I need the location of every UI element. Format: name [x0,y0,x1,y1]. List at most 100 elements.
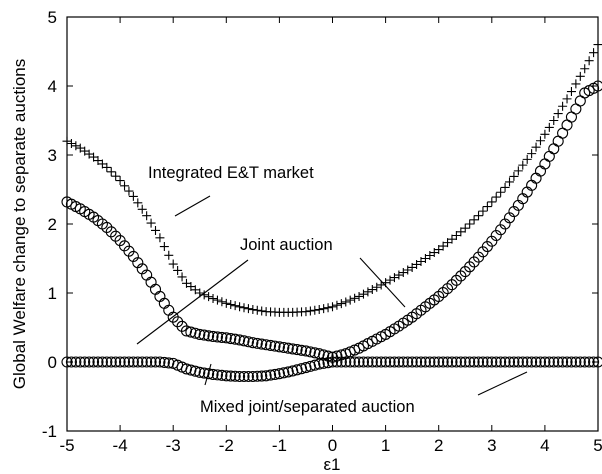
plus-marker [509,171,519,181]
circle-marker [380,356,392,368]
circle-marker [433,290,445,303]
circle-marker [557,356,569,368]
plus-marker [151,225,160,235]
circle-marker [477,356,489,368]
annotation-joint-auction: Joint auction [240,236,333,254]
plus-marker [513,166,523,176]
circle-marker [508,356,520,368]
circle-marker [264,339,277,351]
circle-marker [145,276,157,288]
plus-marker [204,292,214,302]
x-tick-label: 0 [328,436,337,455]
plus-marker [66,139,76,148]
circle-marker [123,356,135,368]
x-tick-label: -2 [219,436,234,455]
circle-marker [88,356,100,368]
circle-marker [335,356,347,368]
circle-marker [309,347,321,359]
plus-marker [142,211,152,221]
circle-marker [433,356,445,368]
circle-marker [468,356,480,368]
circle-marker [198,367,210,379]
circle-marker [388,356,401,368]
plus-marker [239,303,249,313]
plus-marker [248,305,258,315]
circle-marker [207,330,219,343]
circle-marker [194,366,206,378]
circle-marker [517,356,529,368]
plus-marker [332,300,342,310]
plus-marker [106,167,116,177]
plus-marker [531,142,541,152]
circle-marker [110,356,122,368]
circle-marker [96,356,108,368]
circle-marker [437,286,449,299]
circle-marker [291,344,303,356]
circle-marker [309,359,321,371]
plus-marker [482,202,492,212]
circle-marker [393,356,405,368]
circle-marker [543,356,555,368]
plus-marker [314,305,324,315]
plus-marker [575,71,585,81]
circle-marker [455,356,467,368]
x-tick-label: 3 [487,436,496,455]
circle-marker [163,304,175,316]
circle-marker [402,356,414,368]
plus-marker [341,297,351,307]
plus-marker [111,171,121,181]
y-axis-label: Global Welfare change to separate auctio… [10,59,29,389]
plus-marker [62,136,72,146]
circle-marker [419,356,431,368]
circle-marker [295,344,308,356]
callout-integrated-market [174,195,211,217]
circle-marker [526,356,538,368]
circle-marker [362,356,374,368]
data-markers [61,40,602,383]
plus-marker [168,259,178,269]
circle-marker [149,356,162,368]
plus-marker [305,306,315,316]
circle-marker [534,165,547,177]
annotation-mixed-auction: Mixed joint/separated auction [200,398,415,416]
y-tick-label: 2 [48,215,57,234]
x-tick-label: 2 [434,436,443,455]
series-3 [61,356,602,383]
circle-marker [229,333,241,345]
circle-marker [278,367,290,379]
plus-marker [226,300,236,309]
x-axis-label: ε1 [323,455,340,474]
circle-marker [521,356,533,368]
circle-marker [216,369,228,381]
circle-marker [548,143,560,155]
axis-ticks: -5 -4 -3 -2 -1 0 1 2 3 4 5 -1 0 1 2 3 4 5 [42,8,602,455]
circle-marker [326,356,339,368]
circle-marker [592,80,602,92]
circle-marker [512,356,524,368]
circle-marker [114,356,126,368]
circle-marker [225,332,237,345]
y-tick-label: 3 [48,146,57,165]
plus-marker [323,303,333,313]
plus-marker [328,302,337,312]
plus-marker [535,136,545,146]
plus-marker [102,162,112,172]
circle-marker [322,357,334,369]
circle-marker [565,356,578,368]
plus-marker [358,289,368,299]
circle-marker [145,356,157,368]
plus-marker [527,149,537,159]
circle-marker [561,356,573,368]
plus-marker [133,198,143,208]
plus-marker [465,219,475,229]
circle-marker [588,356,600,368]
circle-marker [149,283,162,295]
plus-marker [558,101,568,111]
plus-marker [460,223,470,233]
circle-marker [450,356,462,368]
plus-marker [235,302,245,312]
plus-marker [155,233,165,243]
circle-marker [340,356,352,368]
circle-marker [198,329,210,341]
